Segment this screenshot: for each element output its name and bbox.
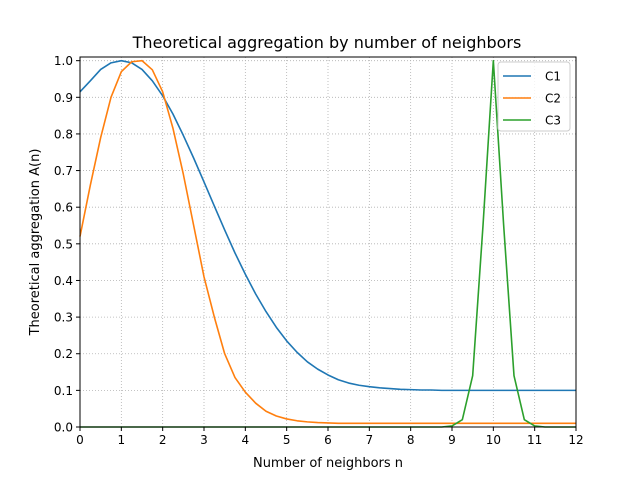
y-tick-label: 0.1 — [54, 384, 73, 398]
chart-title: Theoretical aggregation by number of nei… — [132, 33, 522, 52]
series-line-c2 — [79, 59, 576, 425]
x-tick-label: 6 — [324, 433, 332, 447]
x-axis-label: Number of neighbors n — [253, 456, 403, 471]
y-tick-label: 0.0 — [54, 421, 73, 435]
x-tick-label: 0 — [76, 433, 84, 447]
y-tick-label: 0.2 — [54, 347, 73, 361]
y-tick-label: 0.7 — [54, 164, 73, 178]
legend-label-c3: C3 — [545, 114, 561, 128]
x-tick-label: 12 — [568, 433, 583, 447]
legend-box — [497, 61, 571, 132]
y-tick-label: 0.8 — [54, 127, 73, 141]
series-line-c1 — [79, 59, 576, 392]
x-tick-label: 1 — [118, 433, 126, 447]
x-tick-label: 10 — [486, 433, 501, 447]
x-tick-label: 7 — [366, 433, 374, 447]
x-tick-label: 5 — [283, 433, 291, 447]
x-tick-label: 2 — [159, 433, 167, 447]
y-axis-label: Theoretical aggregation A(n) — [28, 149, 43, 337]
legend-label-c2: C2 — [545, 92, 561, 106]
x-tick-label: 9 — [448, 433, 456, 447]
y-tick-label: 0.3 — [54, 311, 73, 325]
legend-label-c1: C1 — [545, 70, 561, 84]
x-tick-label: 11 — [527, 433, 542, 447]
y-tick-label: 0.4 — [54, 274, 73, 288]
axis-ticks: 0 1 2 3 4 5 6 7 8 9 10 11 120.00.10.20.30.40.50.60.7… — [54, 54, 584, 447]
legend: C1 C2 C3 — [497, 61, 571, 132]
x-tick-label: 3 — [200, 433, 208, 447]
y-tick-label: 0.6 — [54, 201, 73, 215]
y-tick-label: 0.9 — [54, 91, 73, 105]
x-tick-label: 8 — [407, 433, 415, 447]
x-tick-label: 4 — [242, 433, 250, 447]
y-tick-label: 1.0 — [54, 54, 73, 68]
y-tick-label: 0.5 — [54, 237, 73, 251]
